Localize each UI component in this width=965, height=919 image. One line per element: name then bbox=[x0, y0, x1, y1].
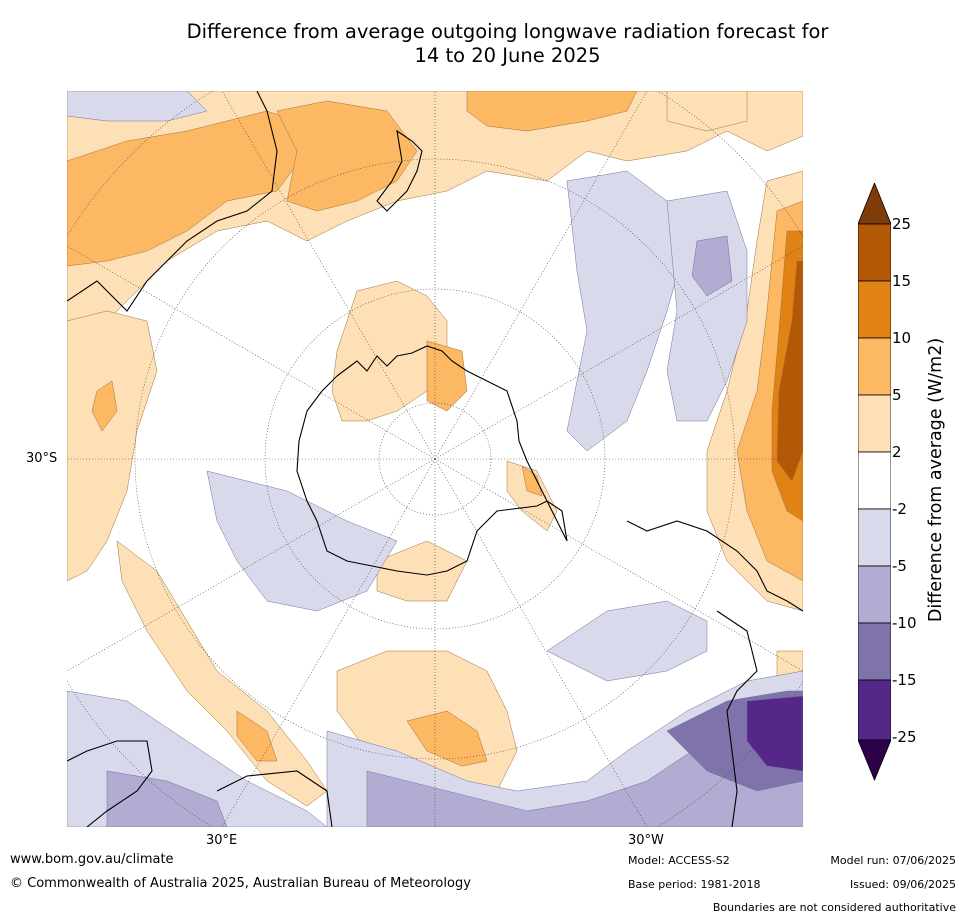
colorbar-tick: -2 bbox=[892, 500, 907, 518]
colorbar-tick: -10 bbox=[892, 614, 917, 632]
footer-copyright: © Commonwealth of Australia 2025, Austra… bbox=[10, 876, 471, 891]
colorbar-tick: -15 bbox=[892, 671, 917, 689]
graticule bbox=[67, 91, 803, 827]
polar-map bbox=[67, 91, 803, 827]
colorbar-tick: 5 bbox=[892, 386, 902, 404]
footer-url[interactable]: www.bom.gov.au/climate bbox=[10, 852, 174, 867]
colorbar-over-arrow bbox=[858, 183, 891, 225]
colorbar-title: Difference from average (W/m2) bbox=[926, 337, 946, 623]
colorbar bbox=[858, 183, 891, 781]
colorbar-tick: -5 bbox=[892, 557, 907, 575]
coastlines bbox=[67, 91, 803, 827]
new-zealand-coast bbox=[376, 129, 423, 212]
map-title: Difference from average outgoing longwav… bbox=[0, 20, 965, 68]
footer-disclaimer: Boundaries are not considered authoritat… bbox=[712, 901, 956, 914]
title-line-2: 14 to 20 June 2025 bbox=[414, 44, 601, 67]
positive-anomaly-areas bbox=[67, 91, 803, 807]
longitude-label-east: 30°E bbox=[206, 833, 238, 848]
footer-base-period: Base period: 1981-2018 bbox=[628, 878, 761, 891]
colorbar-tick: 10 bbox=[892, 329, 912, 347]
latitude-label: 30°S bbox=[26, 451, 58, 466]
colorbar-under-arrow bbox=[858, 739, 891, 781]
colorbar-tick: 2 bbox=[892, 443, 902, 461]
footer-model: Model: ACCESS-S2 bbox=[628, 854, 730, 867]
colorbar-tick: 15 bbox=[892, 272, 912, 290]
south-america-coast bbox=[626, 520, 803, 612]
africa-coast bbox=[67, 740, 153, 827]
longitude-label-west: 30°W bbox=[628, 833, 664, 848]
negative-anomaly-areas bbox=[67, 91, 803, 827]
footer-model-run: Model run: 07/06/2025 bbox=[830, 854, 956, 867]
antarctica-coast bbox=[296, 345, 568, 576]
title-line-1: Difference from average outgoing longwav… bbox=[186, 20, 829, 43]
footer-issued: Issued: 09/06/2025 bbox=[849, 878, 956, 891]
australia-coast bbox=[67, 91, 278, 312]
colorbar-tick: -25 bbox=[892, 728, 917, 746]
colorbar-tick: 25 bbox=[892, 215, 912, 233]
